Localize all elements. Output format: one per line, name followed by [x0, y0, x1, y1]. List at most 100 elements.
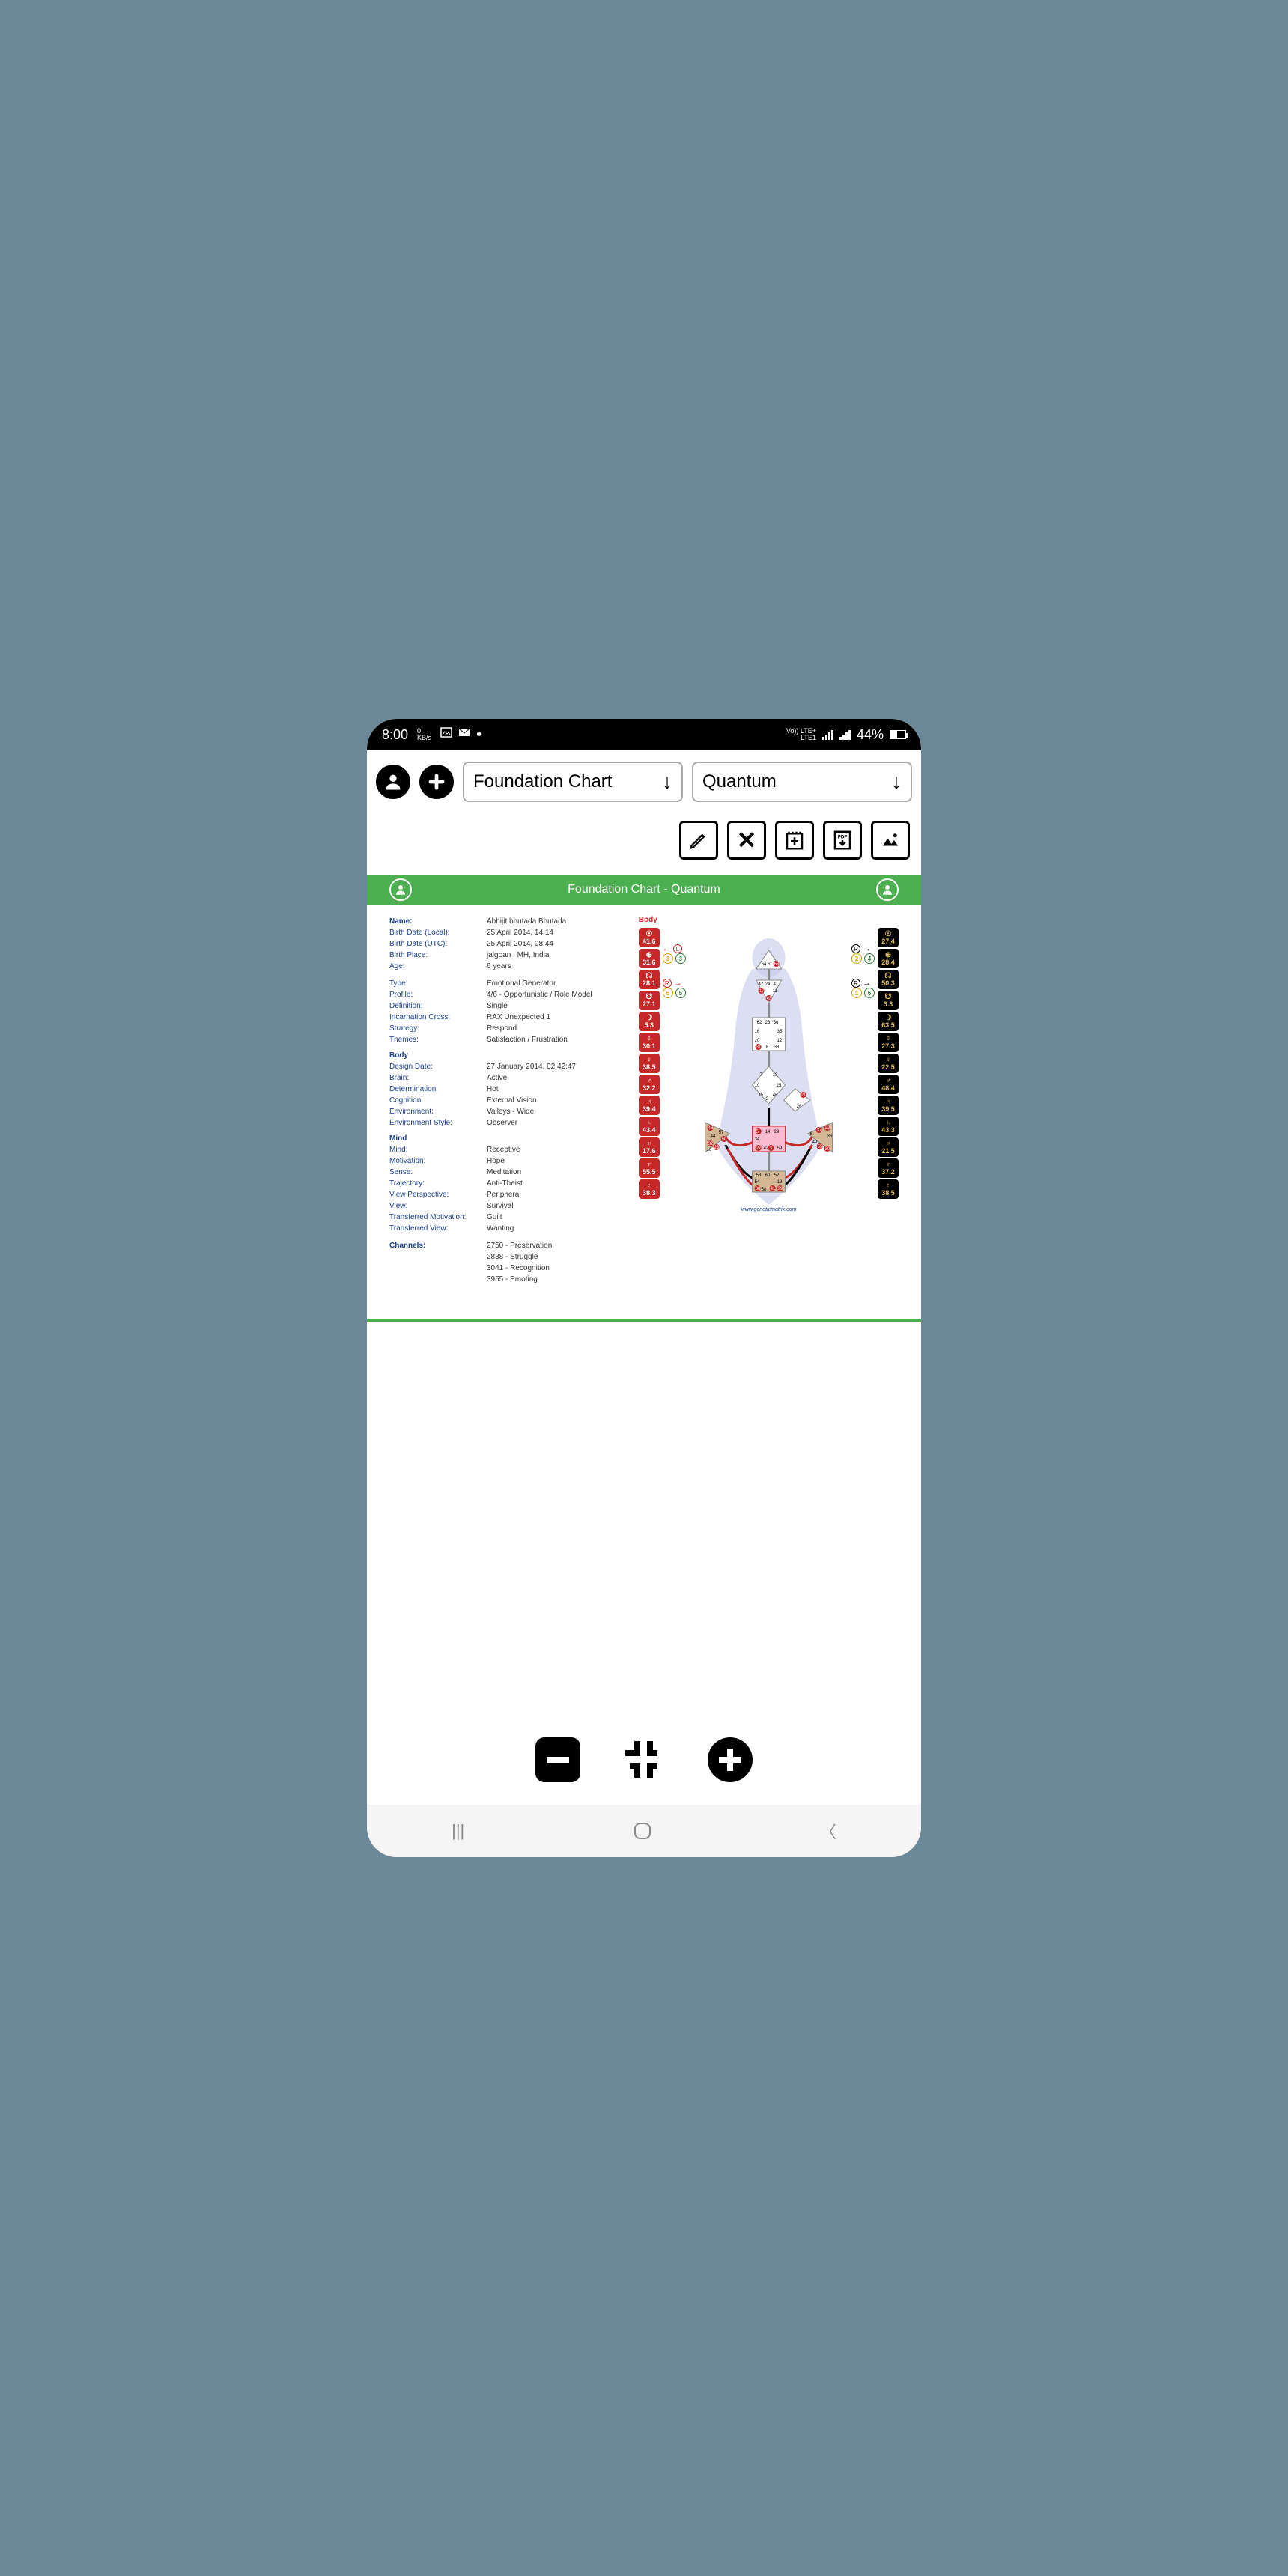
info-row: Sense:Meditation: [389, 1167, 624, 1178]
channels-values: 2750 - Preservation2838 - Struggle3041 -…: [487, 1240, 552, 1285]
fs-corner-icon: [625, 1741, 640, 1756]
info-row: Incarnation Cross:RAX Unexpected 1: [389, 1012, 624, 1023]
zoom-out-button[interactable]: [535, 1737, 580, 1782]
svg-text:56: 56: [773, 1021, 778, 1025]
left-gates-column: ☉41.6⊕31.6☊28.1☋27.1☽5.3☿30.1♀38.5♂32.2♃…: [639, 928, 660, 1199]
kb-indicator: 0 KB/s: [417, 728, 431, 741]
info-row: Mind:Receptive: [389, 1144, 624, 1155]
pdf-download-icon: PDF: [831, 829, 854, 851]
type-section: Type:Emotional GeneratorProfile:4/6 - Op…: [389, 978, 624, 1045]
svg-text:31: 31: [756, 1045, 761, 1050]
svg-text:49: 49: [812, 1140, 817, 1145]
image-button[interactable]: [871, 821, 910, 860]
info-value: 25 April 2014, 14:14: [487, 927, 553, 938]
add-note-button[interactable]: [775, 821, 814, 860]
gate-box: ♇38.5: [878, 1179, 899, 1199]
svg-text:30: 30: [824, 1147, 830, 1152]
minus-icon: [547, 1757, 569, 1763]
battery-icon: [890, 730, 906, 739]
info-value: Emotional Generator: [487, 978, 556, 989]
svg-text:59: 59: [777, 1146, 782, 1151]
name-value: Abhijit bhutada Bhutada: [487, 916, 566, 927]
info-row: Brain:Active: [389, 1072, 624, 1084]
info-row: View:Survival: [389, 1200, 624, 1212]
section-title: Body: [389, 1051, 624, 1060]
gate-box: ☽63.5: [878, 1012, 899, 1031]
svg-text:44: 44: [710, 1134, 715, 1139]
svg-text:18: 18: [706, 1148, 711, 1152]
bodygraph: ☉41.6⊕31.6☊28.1☋27.1☽5.3☿30.1♀38.5♂32.2♃…: [639, 928, 899, 1227]
plus-icon: [719, 1749, 741, 1771]
svg-text:58: 58: [761, 1188, 766, 1192]
arrow-indicator: R→: [851, 944, 875, 953]
info-label: Strategy:: [389, 1023, 487, 1034]
signal-icon: [822, 729, 833, 740]
info-label: Birth Date (Local):: [389, 927, 487, 938]
info-row: Motivation:Hope: [389, 1155, 624, 1167]
info-value: Receptive: [487, 1144, 520, 1155]
info-value: Survival: [487, 1200, 514, 1212]
gate-box: ☉27.4: [878, 928, 899, 947]
svg-text:54: 54: [754, 1180, 759, 1185]
recents-button[interactable]: |||: [452, 1821, 464, 1841]
svg-text:15: 15: [758, 1093, 763, 1098]
section-title: Mind: [389, 1134, 624, 1143]
view-dropdown[interactable]: Quantum ↓: [692, 762, 912, 802]
home-button[interactable]: [634, 1823, 651, 1839]
back-button[interactable]: 〈: [820, 1819, 836, 1843]
info-label: View Perspective:: [389, 1189, 487, 1200]
svg-text:41: 41: [770, 1187, 775, 1191]
info-label: Transferred Motivation:: [389, 1212, 487, 1223]
svg-text:14: 14: [765, 1130, 770, 1134]
svg-text:32: 32: [708, 1142, 713, 1146]
chart-header: Foundation Chart - Quantum: [367, 875, 921, 905]
pdf-button[interactable]: PDF: [823, 821, 862, 860]
small-circles: 5 5: [663, 988, 686, 998]
fullscreen-button[interactable]: [625, 1741, 663, 1778]
info-label: Sense:: [389, 1167, 487, 1178]
svg-text:25: 25: [776, 1084, 781, 1088]
svg-text:23: 23: [765, 1021, 770, 1025]
add-button[interactable]: [419, 765, 454, 799]
gate-box: ♀38.5: [639, 1054, 660, 1073]
mail-icon: [458, 726, 470, 738]
gate-box: ♄43.4: [639, 1117, 660, 1136]
status-icons: •: [440, 726, 482, 744]
gate-box: ☉41.6: [639, 928, 660, 947]
close-button[interactable]: ✕: [727, 821, 766, 860]
info-row: Definition:Single: [389, 1000, 624, 1012]
svg-text:33: 33: [774, 1045, 779, 1050]
info-label: Design Date:: [389, 1061, 487, 1072]
chart-type-dropdown[interactable]: Foundation Chart ↓: [463, 762, 683, 802]
zoom-in-button[interactable]: [708, 1737, 753, 1782]
gate-box: ♇38.3: [639, 1179, 660, 1199]
action-toolbar: ✕ PDF: [367, 813, 921, 875]
info-row: Determination:Hot: [389, 1084, 624, 1095]
battery-percent: 44%: [857, 727, 884, 743]
info-label: Birth Place:: [389, 950, 487, 961]
info-value: Respond: [487, 1023, 517, 1034]
edit-button[interactable]: [679, 821, 718, 860]
info-value: Observer: [487, 1117, 517, 1128]
info-value: Single: [487, 1000, 508, 1012]
person-icon: [881, 883, 894, 896]
channels-section: Channels: 2750 - Preservation2838 - Stru…: [389, 1240, 624, 1285]
svg-text:21: 21: [801, 1093, 806, 1098]
gate-box: ♅21.5: [878, 1137, 899, 1157]
info-label: Birth Date (UTC):: [389, 938, 487, 950]
profile-button[interactable]: [376, 765, 410, 799]
arrow-indicator: R→: [663, 979, 686, 988]
info-label: Determination:: [389, 1084, 487, 1095]
info-row: Trajectory:Anti-Theist: [389, 1178, 624, 1189]
svg-text:52: 52: [774, 1173, 779, 1178]
info-label: Mind:: [389, 1144, 487, 1155]
info-label: Age:: [389, 961, 487, 972]
body-title: Body: [639, 916, 899, 924]
dropdown-label: Foundation Chart: [473, 771, 612, 792]
info-value: Valleys - Wide: [487, 1106, 534, 1117]
header-avatar-left[interactable]: [389, 878, 412, 901]
header-avatar-right[interactable]: [876, 878, 899, 901]
info-value: Satisfaction / Frustration: [487, 1034, 568, 1045]
svg-text:60: 60: [765, 1173, 770, 1178]
info-row: Profile:4/6 - Opportunistic / Role Model: [389, 989, 624, 1000]
